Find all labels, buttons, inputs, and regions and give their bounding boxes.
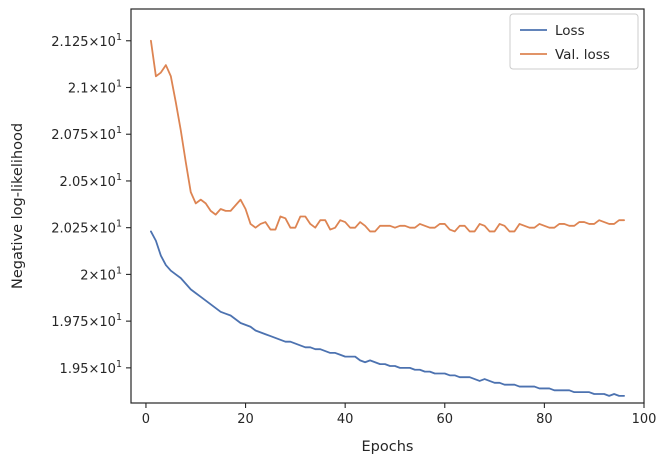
y-axis-title: Negative log-likelihood: [10, 123, 26, 289]
y-tick-label: 1.975×101: [51, 312, 122, 330]
x-tick-label: 40: [337, 412, 354, 427]
y-tick-exponent: 1: [116, 359, 122, 370]
y-tick-base: 10: [99, 35, 116, 50]
y-tick-times: ×: [89, 315, 100, 330]
series-layer: [150, 39, 625, 397]
y-tick-exponent: 1: [116, 312, 122, 323]
y-tick-label: 2.1×101: [68, 79, 122, 97]
y-tick-mantissa: 2.025: [51, 222, 88, 237]
series-line-loss: [150, 230, 625, 397]
x-axis-title: Epochs: [362, 439, 414, 455]
y-tick-exponent: 1: [116, 265, 122, 276]
legend-box: [509, 13, 639, 70]
y-tick-base: 10: [99, 175, 116, 190]
y-tick-exponent: 1: [116, 79, 122, 90]
y-tick-mantissa: 2.125: [51, 35, 88, 50]
y-tick-times: ×: [89, 268, 100, 283]
y-tick-times: ×: [89, 222, 100, 237]
y-tick-exponent: 1: [116, 172, 122, 183]
y-tick-base: 10: [99, 362, 116, 377]
y-tick-times: ×: [89, 362, 100, 377]
x-tick-label: 60: [437, 412, 454, 427]
y-tick-times: ×: [89, 82, 100, 97]
series-line-val-loss: [150, 39, 625, 233]
legend-label-loss: Loss: [555, 23, 585, 39]
y-tick-exponent: 1: [116, 219, 122, 230]
y-tick-exponent: 1: [116, 32, 122, 43]
y-tick-base: 10: [99, 82, 116, 97]
x-tick-label: 100: [632, 412, 657, 427]
y-tick-base: 10: [99, 268, 116, 283]
y-tick-times: ×: [89, 128, 100, 143]
y-tick-mantissa: 1.975: [51, 315, 88, 330]
y-tick-base: 10: [99, 222, 116, 237]
y-tick-label: 1.95×101: [60, 359, 122, 377]
legend: Loss Val. loss: [509, 13, 639, 70]
x-tick-label: 80: [536, 412, 553, 427]
y-tick-mantissa: 2.05: [60, 175, 89, 190]
y-axis: 1.95×1011.975×1012×1012.025×1012.05×1012…: [51, 32, 131, 377]
y-tick-exponent: 1: [116, 125, 122, 136]
y-tick-label: 2×101: [80, 265, 122, 283]
x-tick-label: 20: [237, 412, 254, 427]
y-tick-mantissa: 2.075: [51, 128, 88, 143]
y-tick-mantissa: 2.1: [68, 82, 89, 97]
y-tick-label: 2.025×101: [51, 219, 122, 237]
y-tick-mantissa: 2: [80, 268, 88, 283]
y-tick-base: 10: [99, 128, 116, 143]
x-axis: 0 20 40 60 80 100: [142, 403, 657, 427]
y-tick-times: ×: [89, 175, 100, 190]
x-tick-label: 0: [142, 412, 150, 427]
y-tick-times: ×: [89, 35, 100, 50]
y-tick-label: 2.05×101: [60, 172, 122, 190]
legend-label-val-loss: Val. loss: [555, 47, 610, 63]
y-tick-label: 2.125×101: [51, 32, 122, 50]
y-tick-base: 10: [99, 315, 116, 330]
y-tick-mantissa: 1.95: [60, 362, 89, 377]
y-tick-label: 2.075×101: [51, 125, 122, 143]
plot-frame: [130, 8, 645, 404]
